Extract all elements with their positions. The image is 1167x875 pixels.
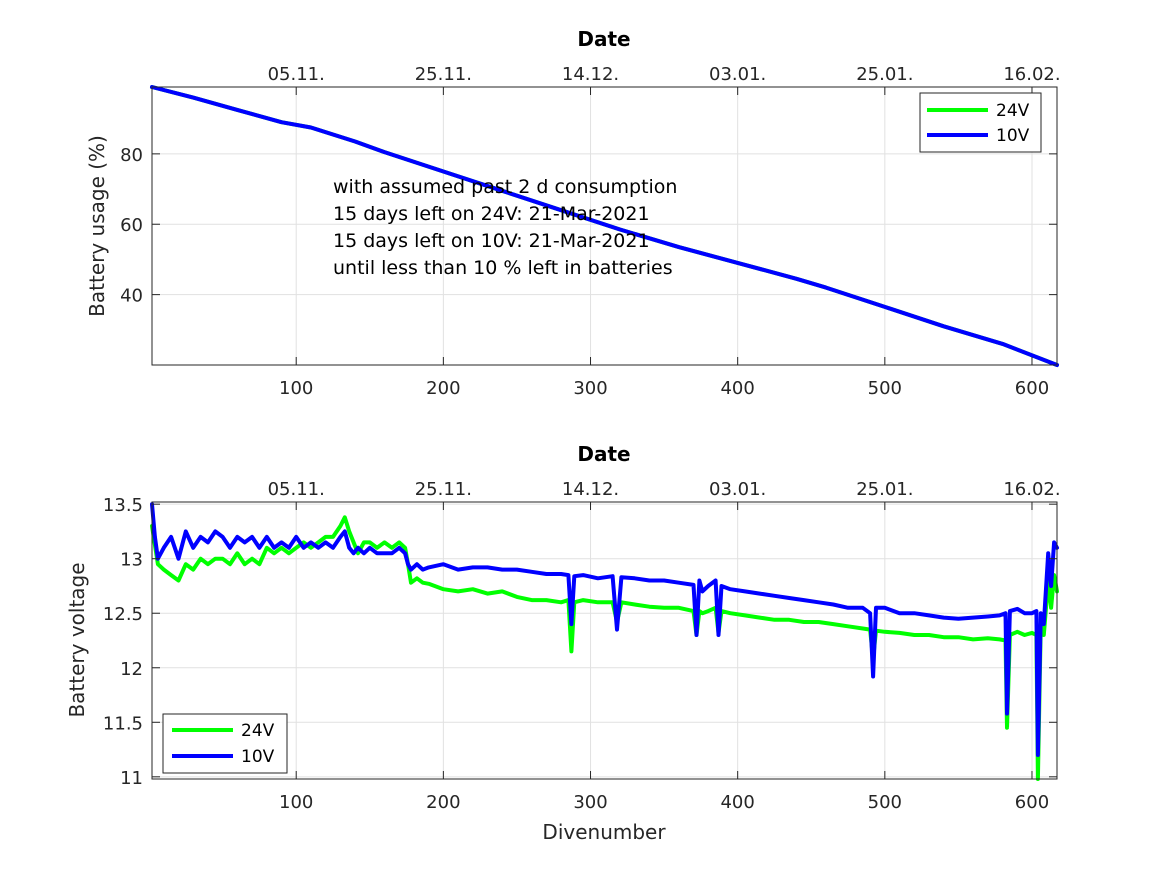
usage-y-axis-label: Battery usage (%) bbox=[85, 135, 109, 317]
annotation-line-3: 15 days left on 10V: 21-Mar-2021 bbox=[333, 230, 650, 252]
usage-series-line-10v bbox=[150, 85, 1059, 367]
voltage-y-tick-label-5: 13.5 bbox=[103, 495, 143, 516]
voltage-date-tick-label-0: 05.11. bbox=[268, 479, 325, 500]
voltage-x-tick-label-300: 300 bbox=[573, 792, 607, 813]
usage-y-tick-label-2: 80 bbox=[120, 145, 143, 166]
voltage-x-tick-label-200: 200 bbox=[426, 792, 460, 813]
usage-x-tick-label-500: 500 bbox=[868, 378, 902, 399]
voltage-legend-label-10v: 10V bbox=[241, 747, 275, 767]
voltage-plot-frame bbox=[151, 501, 1058, 780]
usage-plot-frame bbox=[151, 86, 1058, 366]
voltage-x-tick-label-600: 600 bbox=[1015, 792, 1049, 813]
usage-x-tick-label-200: 200 bbox=[426, 378, 460, 399]
voltage-legend: 24V 10V bbox=[162, 713, 288, 774]
voltage-date-tick-label-5: 16.02. bbox=[1003, 479, 1060, 500]
usage-date-tick-label-1: 25.11. bbox=[415, 64, 472, 85]
voltage-x-axis-label: Divenumber bbox=[542, 820, 666, 844]
voltage-series-line-24v bbox=[150, 515, 1059, 781]
voltage-date-tick-label-2: 14.12. bbox=[562, 479, 619, 500]
usage-x-tick-label-600: 600 bbox=[1015, 378, 1049, 399]
voltage-series bbox=[150, 502, 1059, 781]
usage-annotation: with assumed past 2 d consumption 15 day… bbox=[333, 176, 677, 279]
voltage-y-tick-label-0: 11 bbox=[120, 768, 143, 789]
voltage-panel: 100 200 300 400 500 600 05.11. 25.11. 14.12. 03.0… bbox=[65, 442, 1061, 844]
usage-legend: 24V 10V bbox=[919, 92, 1042, 153]
usage-panel: 100 200 300 400 500 600 05.11. 25.11. 14.12. 03.0… bbox=[85, 27, 1061, 399]
voltage-date-tick-label-3: 03.01. bbox=[709, 479, 766, 500]
voltage-x-tick-label-100: 100 bbox=[279, 792, 313, 813]
voltage-ticks: 100 200 300 400 500 600 05.11. 25.11. 14.12. 03.0… bbox=[103, 479, 1061, 813]
voltage-top-axis-title: Date bbox=[577, 442, 630, 466]
voltage-y-tick-label-2: 12 bbox=[120, 659, 143, 680]
usage-date-tick-label-0: 05.11. bbox=[268, 64, 325, 85]
usage-x-tick-label-100: 100 bbox=[279, 378, 313, 399]
usage-x-tick-label-400: 400 bbox=[720, 378, 754, 399]
usage-legend-label-10v: 10V bbox=[996, 126, 1030, 146]
usage-date-tick-label-5: 16.02. bbox=[1003, 64, 1060, 85]
annotation-line-1: with assumed past 2 d consumption bbox=[333, 176, 677, 198]
usage-series bbox=[150, 85, 1059, 367]
voltage-date-tick-label-4: 25.01. bbox=[856, 479, 913, 500]
voltage-grid bbox=[152, 502, 1057, 779]
voltage-y-axis-label: Battery voltage bbox=[65, 562, 89, 717]
voltage-y-tick-label-4: 13 bbox=[120, 550, 143, 571]
voltage-x-tick-label-400: 400 bbox=[720, 792, 754, 813]
usage-legend-label-24v: 24V bbox=[996, 101, 1030, 121]
usage-ticks: 100 200 300 400 500 600 05.11. 25.11. 14.12. 03.0… bbox=[120, 64, 1061, 399]
usage-legend-box bbox=[919, 92, 1042, 153]
annotation-line-4: until less than 10 % left in batteries bbox=[333, 257, 673, 279]
voltage-legend-box bbox=[162, 713, 288, 774]
usage-y-tick-label-0: 40 bbox=[120, 286, 143, 307]
usage-x-tick-label-300: 300 bbox=[573, 378, 607, 399]
voltage-legend-label-24v: 24V bbox=[241, 721, 275, 741]
annotation-line-2: 15 days left on 24V: 21-Mar-2021 bbox=[333, 203, 650, 225]
usage-top-axis-title: Date bbox=[577, 27, 630, 51]
usage-date-tick-label-4: 25.01. bbox=[856, 64, 913, 85]
usage-date-tick-label-3: 03.01. bbox=[709, 64, 766, 85]
voltage-series-line-10v bbox=[150, 502, 1059, 757]
usage-y-tick-label-1: 60 bbox=[120, 215, 143, 236]
voltage-y-tick-label-1: 11.5 bbox=[103, 713, 143, 734]
voltage-y-tick-label-3: 12.5 bbox=[103, 604, 143, 625]
usage-date-tick-label-2: 14.12. bbox=[562, 64, 619, 85]
voltage-date-tick-label-1: 25.11. bbox=[415, 479, 472, 500]
voltage-x-tick-label-500: 500 bbox=[868, 792, 902, 813]
